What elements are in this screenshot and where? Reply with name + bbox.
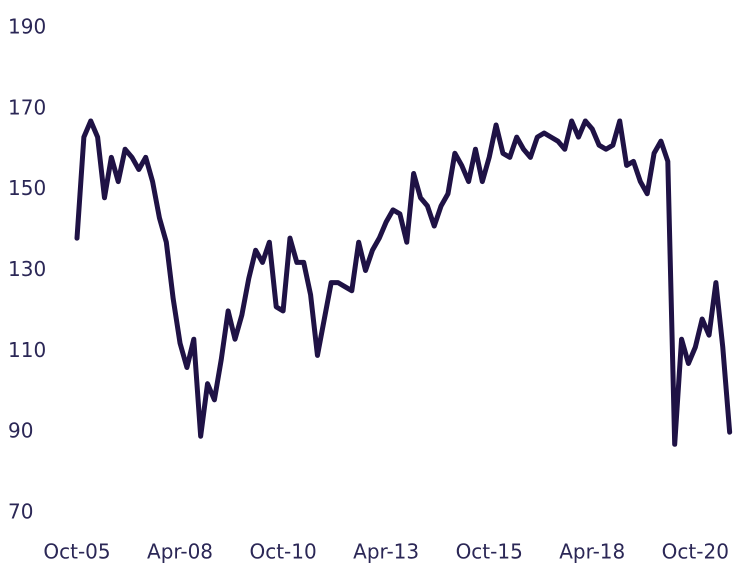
y-tick-label: 170 — [8, 95, 46, 119]
x-tick-label: Apr-13 — [353, 540, 419, 564]
x-tick-label: Apr-08 — [147, 540, 213, 564]
y-tick-label: 150 — [8, 176, 46, 200]
y-tick-label: 70 — [8, 500, 33, 524]
x-tick-label: Apr-18 — [559, 540, 625, 564]
y-tick-label: 110 — [8, 338, 46, 362]
y-tick-label: 190 — [8, 15, 46, 39]
x-tick-label: Oct-20 — [662, 540, 729, 564]
x-tick-label: Oct-05 — [43, 540, 110, 564]
y-tick-label: 130 — [8, 257, 46, 281]
x-tick-label: Oct-10 — [249, 540, 316, 564]
data-line — [74, 118, 733, 447]
x-tick-label: Oct-15 — [456, 540, 523, 564]
y-tick-label: 90 — [8, 419, 33, 443]
